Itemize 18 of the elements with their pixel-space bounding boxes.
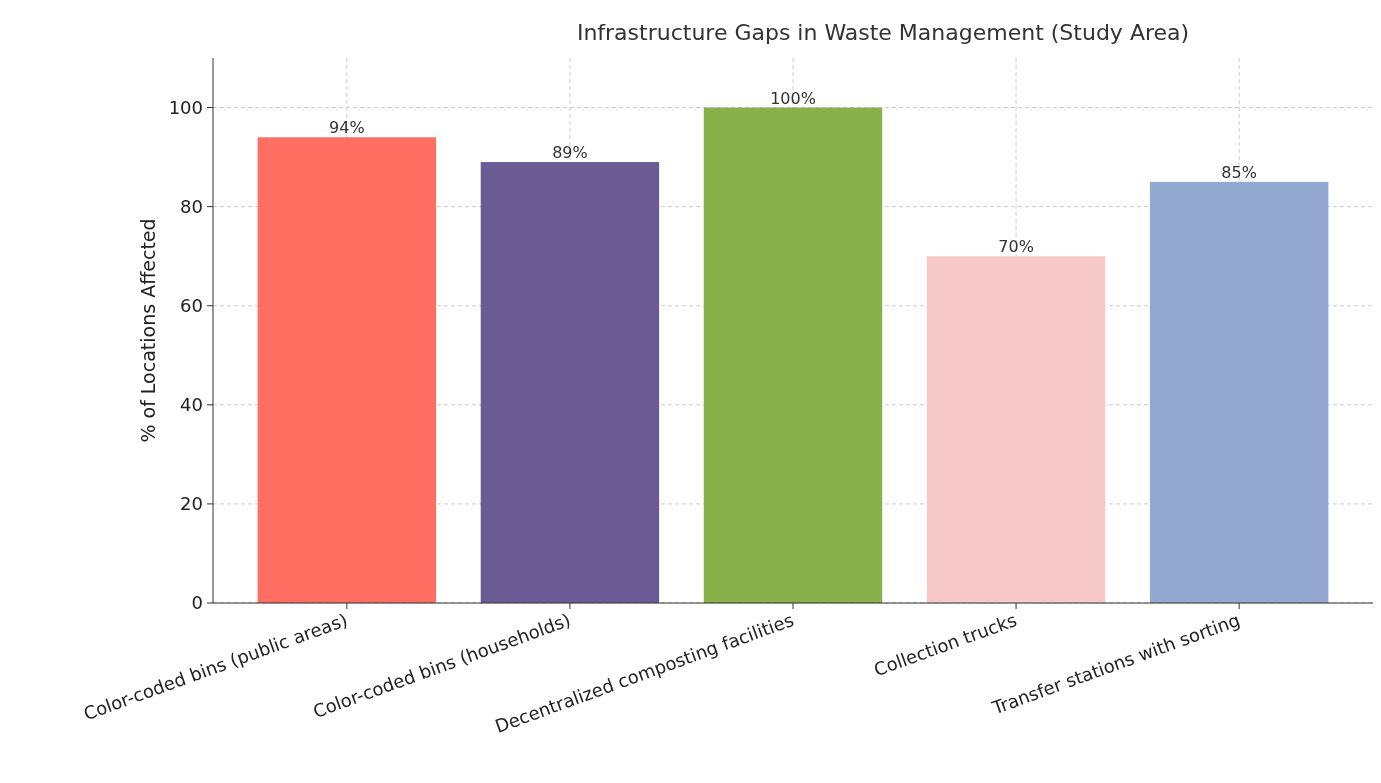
y-tick-label: 40 [180,394,203,416]
data-label: 89% [552,143,588,163]
y-tick-label: 100 [168,96,203,118]
y-tick-label: 80 [180,195,203,217]
y-tick-label: 60 [180,295,203,317]
data-label: 70% [998,237,1034,257]
y-tick-label: 20 [180,493,203,515]
chart-title: Infrastructure Gaps in Waste Management (Study Area) [576,20,1190,45]
bar [480,162,660,603]
data-label: 85% [1221,162,1257,182]
bar [703,107,883,603]
bar [926,256,1106,603]
data-label: 94% [329,118,365,138]
bar [1149,181,1329,603]
bar [257,137,437,603]
y-axis-title: % of Locations Affected [137,218,159,443]
y-tick-label: 0 [191,592,203,614]
data-label: 100% [770,88,816,108]
